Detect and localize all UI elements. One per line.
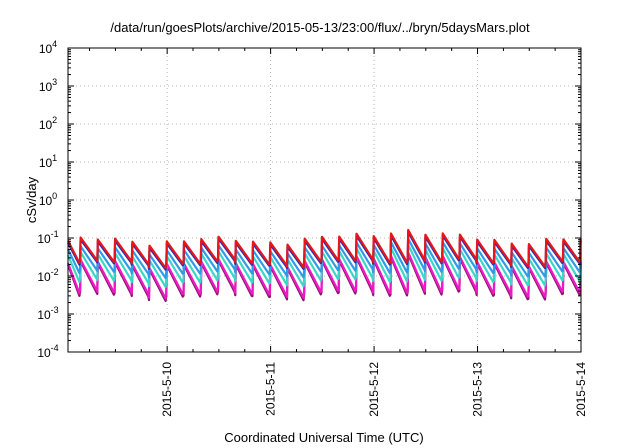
x-tick-labels: 2015-5-10 2015-5-11 2015-5-12 2015-5-13 2015… [160, 362, 588, 417]
y-tick-label: 10-3 [37, 305, 58, 322]
series-line-1 [67, 228, 582, 270]
x-tick-label: 2015-5-12 [367, 362, 381, 417]
y-tick-label: 104 [39, 39, 57, 56]
y-tick-label: 10-4 [37, 343, 58, 360]
y-tick-label: 101 [39, 153, 57, 170]
chart-title: /data/run/goesPlots/archive/2015-05-13/2… [110, 20, 530, 35]
y-axis-label: cSv/day [24, 176, 39, 223]
x-axis-label: Coordinated Universal Time (UTC) [224, 430, 423, 445]
y-tick-label: 103 [39, 77, 57, 94]
y-tick-label: 10-1 [37, 229, 58, 246]
x-tick-label: 2015-5-10 [160, 362, 174, 417]
x-tick-label: 2015-5-13 [471, 362, 485, 417]
y-tick-label: 100 [39, 191, 57, 208]
x-tick-label: 2015-5-14 [574, 362, 588, 417]
y-tick-label: 102 [39, 115, 57, 132]
grid-lines [68, 48, 581, 352]
tick-marks [68, 47, 582, 353]
series-group [66, 228, 582, 302]
x-tick-label: 2015-5-11 [264, 362, 278, 416]
y-tick-labels: 10-4 10-3 10-2 10-1 100 101 102 103 104 [37, 39, 58, 360]
y-tick-label: 10-2 [37, 267, 58, 284]
